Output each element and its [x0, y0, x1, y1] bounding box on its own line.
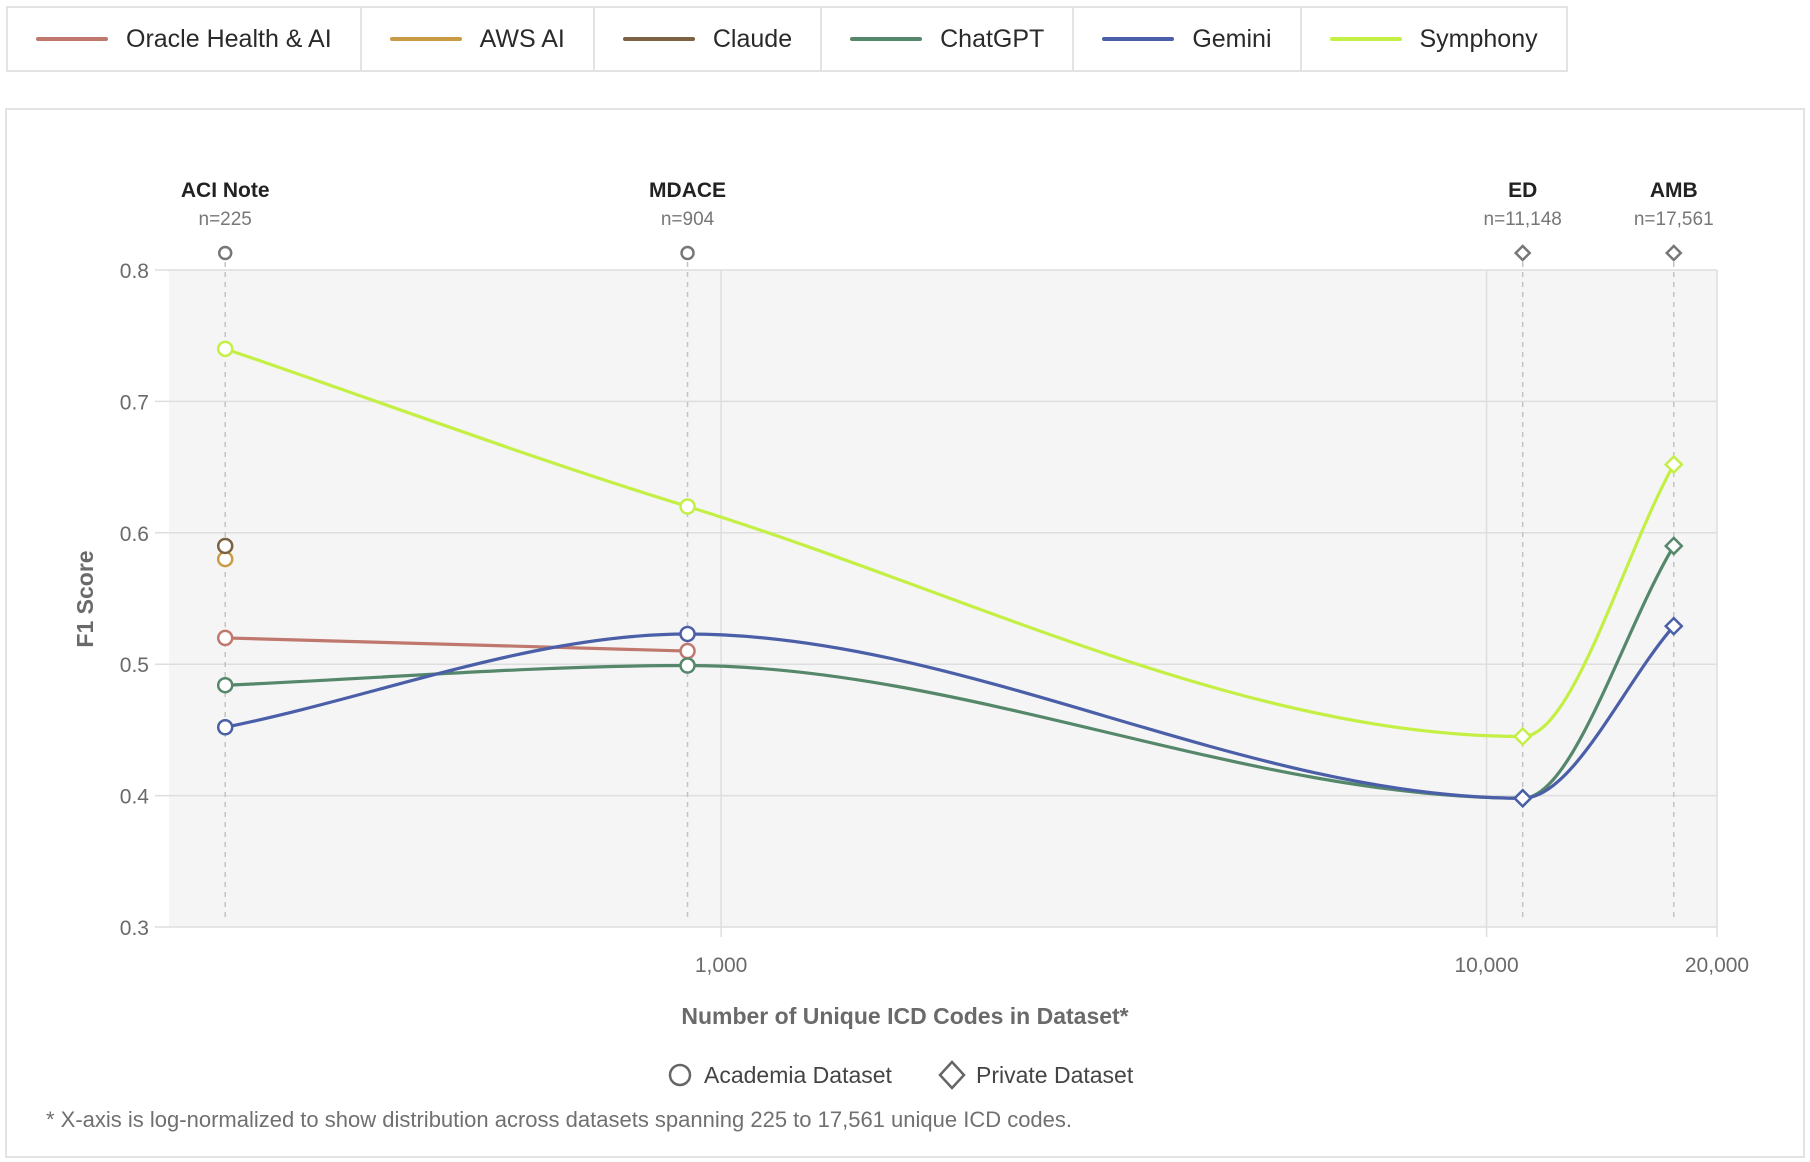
- shape-legend: Academia Dataset Private Dataset: [668, 1060, 1134, 1090]
- series-markers: [216, 340, 1684, 808]
- legend-swatch: [389, 37, 462, 41]
- footnote: * X-axis is log-normalized to show distr…: [46, 1107, 1073, 1132]
- x-axis-title: Number of Unique ICD Codes in Dataset*: [681, 1003, 1128, 1029]
- academia-legend-label: Academia Dataset: [704, 1062, 893, 1088]
- private-legend-label: Private Dataset: [976, 1062, 1134, 1088]
- dataset-name-label: ACI Note: [181, 179, 270, 202]
- y-tick-label: 0.3: [120, 917, 149, 940]
- data-point-symphony[interactable]: [679, 498, 696, 515]
- data-point-claude[interactable]: [216, 537, 234, 555]
- data-point-gemini[interactable]: [679, 625, 696, 643]
- dataset-name-label: ED: [1508, 179, 1537, 202]
- legend-item-oracle-health-ai[interactable]: Oracle Health & AI: [8, 8, 362, 70]
- dataset-name-label: AMB: [1650, 179, 1698, 202]
- axes: 0.3 0.4 0.5 0.6 0.7 0.8 1,000 10,000 20,000: [120, 260, 1749, 977]
- legend-swatch: [1102, 37, 1175, 41]
- data-point-symphony[interactable]: [1512, 726, 1533, 747]
- private-diamond-icon: [938, 1060, 966, 1090]
- dataset-guides: [224, 262, 1675, 922]
- y-axis-title: F1 Score: [72, 550, 98, 647]
- data-point-symphony[interactable]: [216, 340, 234, 358]
- dataset-labels: ACI Note n=225 MDACE n=904 ED n=11,148 AMB n=17…: [181, 179, 1714, 262]
- academia-dataset-marker: [217, 245, 233, 261]
- series-lines: [223, 347, 1676, 800]
- legend-item-gemini[interactable]: Gemini: [1074, 8, 1302, 70]
- data-point-symphony[interactable]: [1664, 454, 1684, 475]
- dataset-name-label: MDACE: [649, 179, 726, 202]
- data-point-gemini[interactable]: [216, 719, 234, 736]
- data-point-oracle-health-ai[interactable]: [216, 629, 234, 647]
- academia-dataset-marker: [680, 245, 695, 261]
- data-point-chatgpt[interactable]: [679, 657, 696, 674]
- private-dataset-marker: [1665, 244, 1683, 262]
- series-line-oracle-health-ai: [223, 636, 690, 653]
- dataset-count-label: n=17,561: [1634, 209, 1714, 230]
- y-tick-label: 0.8: [120, 260, 149, 283]
- legend-swatch: [36, 37, 108, 41]
- legend-item-claude[interactable]: Claude: [595, 8, 823, 70]
- legend-label: Gemini: [1192, 24, 1272, 53]
- academia-circle-icon: [668, 1063, 692, 1087]
- data-point-chatgpt[interactable]: [216, 676, 234, 694]
- legend-label: ChatGPT: [940, 24, 1045, 53]
- data-point-gemini[interactable]: [1664, 616, 1684, 636]
- y-tick-label: 0.4: [120, 786, 150, 809]
- legend-swatch: [622, 37, 695, 41]
- legend-label: Symphony: [1419, 24, 1538, 53]
- dataset-count-label: n=904: [661, 209, 715, 230]
- legend-item-symphony[interactable]: Symphony: [1302, 8, 1566, 70]
- dataset-count-label: n=11,148: [1484, 209, 1562, 230]
- y-tick-label: 0.5: [120, 654, 149, 677]
- series-line-chatgpt: [223, 544, 1676, 800]
- legend-item-chatgpt[interactable]: ChatGPT: [822, 8, 1075, 70]
- legend-item-aws-ai[interactable]: AWS AI: [362, 8, 595, 70]
- y-tick-label: 0.6: [120, 523, 149, 546]
- y-tick-label: 0.7: [120, 391, 149, 414]
- x-tick-label: 10,000: [1454, 954, 1518, 977]
- legend-label: Claude: [712, 24, 793, 53]
- legend-label: Oracle Health & AI: [126, 24, 332, 53]
- plot-area: [169, 270, 1717, 927]
- series-legend: Oracle Health & AI AWS AI Claude ChatGPT…: [6, 6, 1568, 72]
- legend-swatch: [850, 37, 923, 41]
- data-point-oracle-health-ai[interactable]: [679, 642, 696, 660]
- data-point-gemini[interactable]: [1512, 788, 1533, 808]
- legend-swatch: [1329, 37, 1402, 41]
- legend-label: AWS AI: [479, 24, 565, 53]
- x-tick-label: 1,000: [695, 954, 748, 977]
- private-dataset-marker: [1513, 244, 1532, 262]
- series-line-gemini: [223, 624, 1676, 800]
- x-tick-label: 20,000: [1685, 954, 1749, 977]
- series-line-symphony: [223, 347, 1676, 739]
- dataset-count-label: n=225: [199, 209, 252, 230]
- data-point-chatgpt[interactable]: [1664, 536, 1684, 556]
